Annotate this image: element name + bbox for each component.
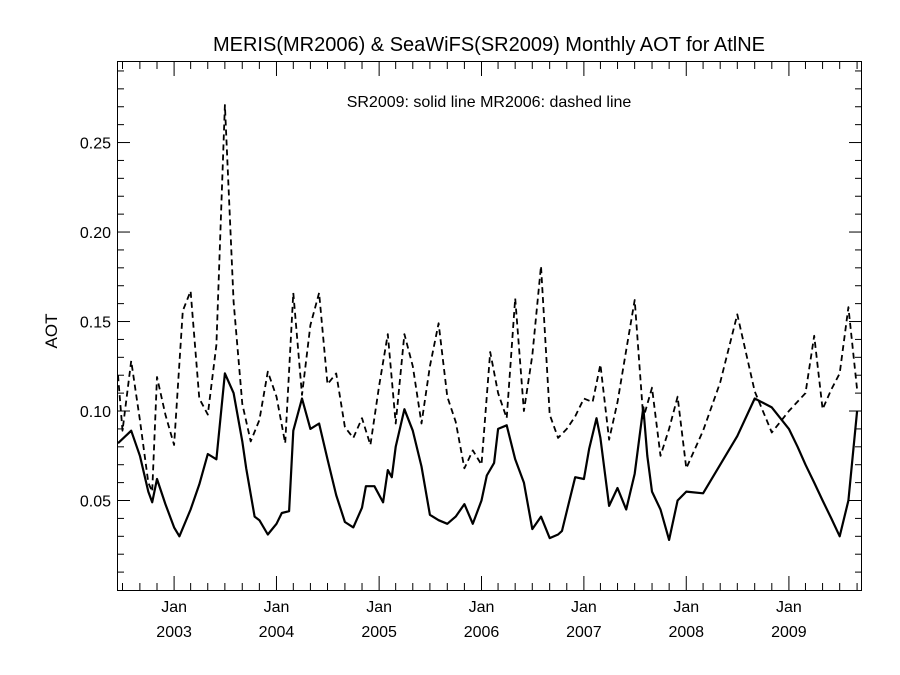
x-tick-label-year: 2003 xyxy=(156,624,192,641)
y-tick-label: 0.25 xyxy=(80,136,111,153)
x-tick-label-year: 2007 xyxy=(566,624,602,641)
x-tick-label-year: 2004 xyxy=(259,624,295,641)
x-tick-label-month: Jan xyxy=(469,599,495,616)
x-tick-label-month: Jan xyxy=(161,599,187,616)
y-axis: 0.05 0.10 0.15 0.20 0.25 xyxy=(80,70,861,573)
series-group xyxy=(117,104,859,542)
series-annotation: SR2009: solid line MR2006: dashed line xyxy=(347,94,632,111)
x-tick-label-year: 2008 xyxy=(668,624,704,641)
y-tick-label: 0.15 xyxy=(80,315,111,332)
x-tick-label-month: Jan xyxy=(776,599,802,616)
x-tick-label-year: 2006 xyxy=(464,624,500,641)
x-tick-label-year: 2009 xyxy=(771,624,807,641)
plot-frame xyxy=(117,61,862,591)
y-tick-label: 0.05 xyxy=(80,494,111,511)
x-tick-label-month: Jan xyxy=(673,599,699,616)
y-axis-label: AOT xyxy=(42,314,61,349)
y-tick-label: 0.10 xyxy=(80,404,111,421)
y-tick-label: 0.20 xyxy=(80,225,111,242)
chart-title: MERIS(MR2006) & SeaWiFS(SR2009) Monthly … xyxy=(213,34,765,56)
x-axis: Jan 2003 Jan 2004 Jan 2005 Jan 2006 Jan 2007 Jan 20… xyxy=(121,62,858,641)
series-line-sr2009 xyxy=(117,372,859,542)
x-tick-label-year: 2005 xyxy=(361,624,397,641)
x-tick-label-month: Jan xyxy=(366,599,392,616)
series-line-mr2006 xyxy=(117,104,858,493)
x-tick-label-month: Jan xyxy=(571,599,597,616)
x-tick-label-month: Jan xyxy=(264,599,290,616)
